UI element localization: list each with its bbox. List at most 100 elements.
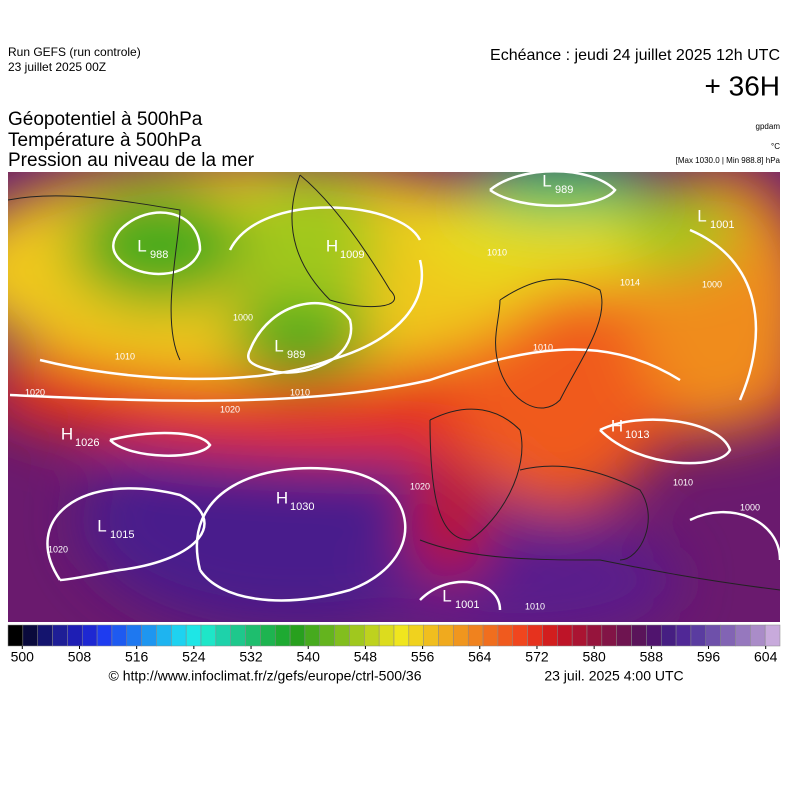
color-swatch [764, 624, 781, 647]
color-swatch [497, 624, 514, 647]
color-swatch [260, 624, 276, 647]
color-swatch [289, 624, 306, 647]
color-swatch [467, 624, 484, 647]
color-swatch [423, 624, 439, 647]
unit: [Max 1030.0 | Min 988.8] hPa [676, 156, 781, 165]
color-swatch [274, 624, 291, 647]
tick-label: 596 [697, 649, 721, 665]
center-value: 1030 [290, 501, 314, 513]
tick-label: 604 [754, 649, 778, 665]
color-swatch [453, 624, 469, 647]
color-swatch [126, 624, 142, 647]
color-swatch [542, 624, 558, 647]
color-swatch [527, 624, 543, 647]
map [8, 172, 780, 622]
center-value: 989 [287, 349, 305, 361]
color-swatch [660, 624, 677, 647]
center-letter: H [326, 236, 338, 255]
color-swatch [156, 624, 172, 647]
color-swatch [171, 624, 187, 647]
center-letter: L [137, 236, 146, 255]
tick-label: 508 [68, 649, 92, 665]
color-swatch [750, 624, 766, 647]
isobar-label: 1014 [620, 277, 640, 287]
tick-label: 532 [239, 649, 263, 665]
color-swatch [245, 624, 261, 647]
center-value: 1013 [625, 429, 649, 441]
isobar-label: 1000 [702, 279, 722, 289]
isobar-label: 1020 [220, 404, 240, 414]
color-swatch [141, 624, 157, 647]
center-letter: L [274, 336, 283, 355]
title: Température à 500hPa [8, 130, 202, 151]
color-swatch [96, 624, 113, 647]
color-swatch [571, 624, 588, 647]
center-value: 1001 [455, 599, 479, 611]
source: © http://www.infoclimat.fr/z/gefs/europe… [108, 668, 421, 684]
run-date: 23 juillet 2025 00Z [8, 60, 106, 74]
color-swatch [631, 624, 647, 647]
echeance: Echéance : jeudi 24 juillet 2025 12h UTC [490, 47, 780, 64]
color-swatch [52, 624, 68, 647]
color-swatch [22, 624, 38, 647]
color-swatch [735, 624, 751, 647]
color-swatch [720, 624, 736, 647]
color-swatch [230, 624, 246, 647]
color-swatch [364, 624, 380, 647]
color-swatch [512, 624, 528, 647]
color-swatch [601, 624, 617, 647]
center-value: 988 [150, 249, 168, 261]
color-swatch [304, 624, 321, 647]
tick-label: 548 [354, 649, 378, 665]
color-swatch [675, 624, 692, 647]
color-swatch [334, 624, 350, 647]
center-letter: L [442, 586, 451, 605]
center-letter: H [611, 416, 623, 435]
color-swatch [616, 624, 632, 647]
isobar-label: 1010 [487, 247, 507, 257]
run: Run GEFS (run controle) [8, 45, 141, 59]
isobar-label: 1020 [25, 387, 45, 397]
center-value: 989 [555, 184, 573, 196]
isobar-label: 1020 [48, 544, 68, 554]
isobar-label: 1010 [525, 601, 545, 611]
center-letter: H [61, 424, 73, 443]
unit: °C [771, 142, 780, 151]
color-swatch [37, 624, 53, 647]
tick-label: 572 [525, 649, 549, 665]
lead-time: + 36H [705, 70, 781, 101]
center-letter: L [542, 171, 551, 190]
center-value: 1001 [710, 219, 734, 231]
center-letter: L [97, 516, 106, 535]
title: Géopotentiel à 500hPa [8, 109, 203, 130]
isobar-label: 1010 [115, 351, 135, 361]
color-swatch [482, 624, 499, 647]
tick-label: 524 [182, 649, 206, 665]
color-swatch [557, 624, 573, 647]
color-swatch [111, 624, 128, 647]
tick-label: 564 [468, 649, 492, 665]
color-swatch [349, 624, 365, 647]
color-swatch [586, 624, 603, 647]
tick-label: 516 [125, 649, 149, 665]
isobar-label: 1010 [533, 342, 553, 352]
color-swatch [378, 624, 395, 647]
tick-label: 540 [297, 649, 321, 665]
color-swatch [646, 624, 662, 647]
tick-label: 556 [411, 649, 435, 665]
color-swatch [319, 624, 335, 647]
isobar-label: 1010 [673, 477, 693, 487]
center-letter: L [697, 206, 706, 225]
color-swatch [705, 624, 721, 647]
center-value: 1015 [110, 529, 134, 541]
color-swatch [185, 624, 202, 647]
color-swatch [200, 624, 217, 647]
color-swatch [7, 624, 24, 647]
color-swatch [393, 624, 410, 647]
center-value: 1026 [75, 437, 99, 449]
isobar-label: 1000 [740, 502, 760, 512]
color-swatch [215, 624, 231, 647]
color-swatch [408, 624, 424, 647]
title: Pression au niveau de la mer [8, 150, 255, 171]
